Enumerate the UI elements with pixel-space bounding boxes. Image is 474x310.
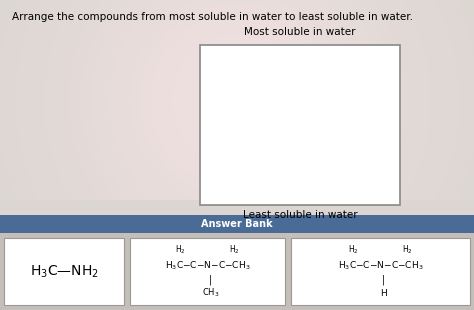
Text: $\mathsf{H_2}$: $\mathsf{H_2}$ bbox=[175, 244, 186, 256]
Bar bbox=[0, 233, 474, 310]
Text: $\mathsf{H}$: $\mathsf{H}$ bbox=[380, 287, 387, 299]
Text: $\mathsf{H_2}$: $\mathsf{H_2}$ bbox=[229, 244, 240, 256]
Bar bbox=[0, 215, 474, 233]
Bar bbox=[200, 45, 400, 205]
Text: Answer Bank: Answer Bank bbox=[201, 219, 273, 229]
Text: Arrange the compounds from most soluble in water to least soluble in water.: Arrange the compounds from most soluble … bbox=[12, 12, 413, 22]
Text: $\mathsf{H_3C{-}C{-}N{-}C{-}CH_3}$: $\mathsf{H_3C{-}C{-}N{-}C{-}CH_3}$ bbox=[338, 260, 423, 272]
Bar bbox=[130, 238, 285, 305]
Text: Least soluble in water: Least soluble in water bbox=[243, 210, 357, 220]
Text: $\mathsf{CH_3}$: $\mathsf{CH_3}$ bbox=[202, 287, 219, 299]
Text: $\mathsf{H_2}$: $\mathsf{H_2}$ bbox=[348, 244, 359, 256]
Bar bbox=[291, 238, 470, 305]
Text: $\mathsf{H_3C{-}C{-}N{-}C{-}CH_3}$: $\mathsf{H_3C{-}C{-}N{-}C{-}CH_3}$ bbox=[165, 260, 250, 272]
Text: $\mathsf{H_2}$: $\mathsf{H_2}$ bbox=[402, 244, 413, 256]
Text: |: | bbox=[382, 274, 385, 285]
Text: $\mathsf{H_3C}$—$\mathsf{NH_2}$: $\mathsf{H_3C}$—$\mathsf{NH_2}$ bbox=[29, 263, 99, 280]
Text: Most soluble in water: Most soluble in water bbox=[244, 27, 356, 37]
Text: |: | bbox=[209, 274, 212, 285]
Bar bbox=[4, 238, 124, 305]
